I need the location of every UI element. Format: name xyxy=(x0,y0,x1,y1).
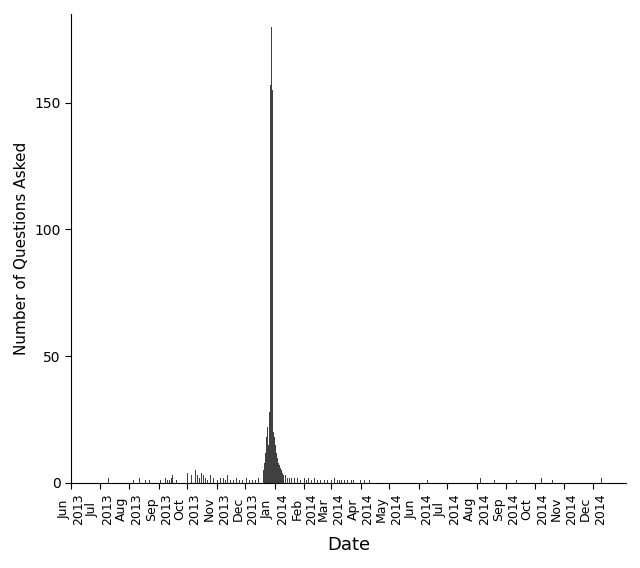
Bar xyxy=(172,475,173,483)
Bar xyxy=(427,481,428,483)
Bar xyxy=(236,478,237,483)
Bar xyxy=(220,478,221,483)
Bar xyxy=(201,473,202,483)
Bar xyxy=(480,478,481,483)
Bar xyxy=(287,478,288,483)
Bar xyxy=(320,481,321,483)
Bar xyxy=(193,478,195,483)
Bar xyxy=(264,463,265,483)
Bar xyxy=(360,481,361,483)
Bar xyxy=(269,85,271,483)
Bar xyxy=(255,481,257,483)
Bar xyxy=(205,478,206,483)
Bar xyxy=(369,481,370,483)
Bar xyxy=(344,481,345,483)
Bar xyxy=(266,437,267,483)
Bar xyxy=(249,481,250,483)
Bar xyxy=(132,481,134,483)
Bar xyxy=(149,481,150,483)
Bar xyxy=(271,90,273,483)
Bar xyxy=(275,445,276,483)
Bar xyxy=(297,478,298,483)
Bar xyxy=(314,478,316,483)
Bar xyxy=(268,445,269,483)
Bar xyxy=(187,473,188,483)
Bar xyxy=(552,481,554,483)
Bar xyxy=(304,478,305,483)
Bar xyxy=(324,481,325,483)
Bar xyxy=(310,481,312,483)
Bar xyxy=(212,478,214,483)
Bar xyxy=(541,478,542,483)
Bar xyxy=(171,478,172,483)
Bar xyxy=(300,481,301,483)
Bar xyxy=(327,481,328,483)
X-axis label: Date: Date xyxy=(327,536,370,554)
Bar xyxy=(281,470,282,483)
Bar xyxy=(494,481,495,483)
Bar xyxy=(210,475,211,483)
Bar xyxy=(283,475,284,483)
Bar xyxy=(516,481,517,483)
Bar xyxy=(341,481,342,483)
Bar xyxy=(199,478,200,483)
Bar xyxy=(280,467,281,483)
Y-axis label: Number of Questions Asked: Number of Questions Asked xyxy=(14,142,29,355)
Bar xyxy=(252,481,253,483)
Bar xyxy=(195,470,196,483)
Bar xyxy=(279,465,280,483)
Bar xyxy=(246,478,247,483)
Bar xyxy=(337,481,338,483)
Bar xyxy=(312,481,314,483)
Bar xyxy=(306,481,307,483)
Bar xyxy=(225,481,226,483)
Bar xyxy=(278,463,279,483)
Bar xyxy=(353,481,355,483)
Bar xyxy=(203,475,204,483)
Bar xyxy=(227,475,228,483)
Bar xyxy=(277,458,278,483)
Bar xyxy=(347,481,348,483)
Bar xyxy=(242,481,243,483)
Bar xyxy=(160,481,161,483)
Bar xyxy=(364,481,365,483)
Bar xyxy=(276,453,277,483)
Bar xyxy=(331,481,332,483)
Bar xyxy=(167,481,168,483)
Bar xyxy=(273,432,275,483)
Bar xyxy=(317,481,318,483)
Bar xyxy=(169,481,170,483)
Bar xyxy=(334,478,335,483)
Bar xyxy=(145,481,146,483)
Bar xyxy=(207,481,208,483)
Bar xyxy=(232,481,234,483)
Bar xyxy=(267,427,268,483)
Bar xyxy=(108,478,109,483)
Bar xyxy=(239,481,240,483)
Bar xyxy=(282,473,283,483)
Bar xyxy=(223,478,224,483)
Bar xyxy=(265,453,266,483)
Bar xyxy=(294,478,296,483)
Bar xyxy=(165,478,166,483)
Bar xyxy=(601,478,602,483)
Bar xyxy=(339,481,340,483)
Bar xyxy=(291,478,292,483)
Bar xyxy=(285,475,286,483)
Bar xyxy=(289,478,290,483)
Bar xyxy=(197,475,198,483)
Bar xyxy=(263,470,264,483)
Bar xyxy=(292,475,294,483)
